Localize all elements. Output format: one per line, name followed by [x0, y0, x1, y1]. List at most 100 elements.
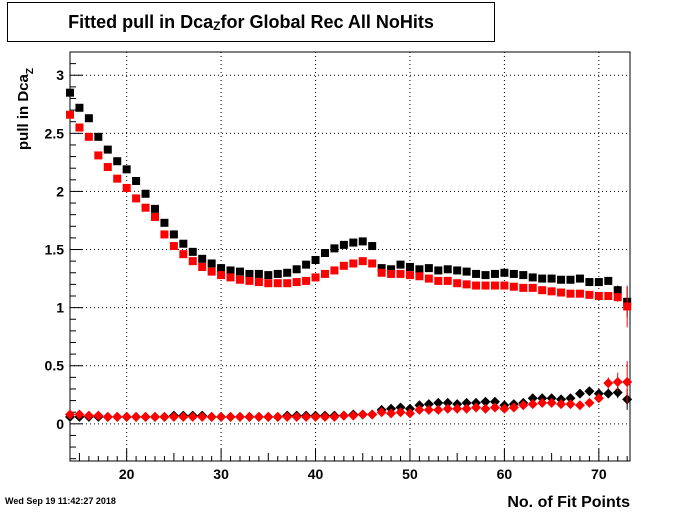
data-point-square	[566, 275, 575, 284]
data-point-diamond	[253, 411, 264, 422]
y-tick-label: 0	[56, 416, 64, 432]
data-point-diamond	[433, 397, 444, 408]
data-point-diamond	[310, 411, 321, 422]
data-point-diamond	[197, 411, 208, 422]
axis-ticks	[69, 63, 628, 461]
data-point-square	[585, 290, 594, 299]
data-point-square	[349, 238, 358, 247]
data-point-square	[264, 279, 273, 288]
data-point-square	[424, 274, 433, 283]
data-point-square	[585, 278, 594, 287]
x-tick-label: 50	[402, 466, 418, 482]
data-point-diamond	[603, 388, 614, 399]
data-point-square	[226, 266, 235, 275]
data-point-diamond	[102, 411, 113, 422]
data-point-diamond	[480, 403, 491, 414]
data-point-square	[434, 266, 443, 275]
data-point-square	[613, 293, 622, 302]
data-point-diamond	[159, 411, 170, 422]
data-point-diamond	[140, 411, 151, 422]
data-point-diamond	[433, 404, 444, 415]
data-point-square	[472, 269, 481, 278]
data-point-square	[245, 276, 254, 285]
data-point-diamond	[348, 410, 359, 421]
data-point-diamond	[480, 396, 491, 407]
data-point-square	[613, 286, 622, 295]
data-point-square	[490, 269, 499, 278]
data-point-diamond	[178, 411, 189, 422]
data-point-square	[377, 264, 386, 273]
data-point-square	[198, 262, 207, 271]
data-point-diamond	[414, 404, 425, 415]
data-point-diamond	[489, 396, 500, 407]
data-point-square	[188, 257, 197, 266]
data-point-diamond	[518, 400, 529, 411]
data-point-diamond	[234, 411, 245, 422]
data-point-square	[424, 264, 433, 273]
data-point-diamond	[499, 403, 510, 414]
data-point-square	[557, 288, 566, 297]
data-point-square	[604, 292, 613, 301]
data-point-square	[519, 271, 528, 280]
data-point-square	[292, 265, 301, 274]
data-point-diamond	[423, 404, 434, 415]
data-point-square	[179, 239, 188, 248]
x-axis-label: No. of Fit Points	[507, 494, 630, 511]
data-point-square	[330, 244, 339, 253]
data-point-square	[396, 260, 405, 269]
data-point-square	[368, 242, 377, 251]
data-point-square	[368, 259, 377, 268]
data-point-square	[141, 203, 150, 212]
data-point-square	[566, 289, 575, 298]
data-point-diamond	[471, 402, 482, 413]
data-point-diamond	[272, 411, 283, 422]
data-point-square	[179, 250, 188, 259]
data-point-diamond	[216, 411, 227, 422]
data-point-square	[103, 163, 112, 172]
data-point-square	[453, 266, 462, 275]
data-point-square	[405, 262, 414, 271]
data-point-diamond	[584, 397, 595, 408]
data-series-1	[66, 110, 632, 328]
data-marks	[65, 88, 633, 422]
chart-title: Fitted pull in Dca Z for Global Rec All N…	[7, 2, 495, 42]
data-point-square	[198, 254, 207, 263]
data-point-diamond	[395, 407, 406, 418]
data-point-square	[453, 279, 462, 288]
data-point-diamond	[93, 410, 104, 421]
data-point-diamond	[556, 399, 567, 410]
data-point-diamond	[376, 407, 387, 418]
data-point-square	[358, 257, 367, 266]
y-tick-label: 1.5	[45, 242, 65, 258]
data-point-diamond	[404, 408, 415, 419]
data-point-square	[528, 273, 537, 282]
data-point-square	[547, 287, 556, 296]
data-point-diamond	[527, 399, 538, 410]
data-point-square	[396, 269, 405, 278]
data-point-square	[122, 165, 131, 174]
data-point-square	[462, 280, 471, 289]
y-axis-label-sub: Z	[25, 68, 36, 74]
x-tick-label: 30	[213, 466, 229, 482]
data-point-square	[217, 264, 226, 273]
data-point-square	[273, 279, 282, 288]
data-point-square	[594, 278, 603, 287]
y-tick-label: 1	[56, 300, 64, 316]
data-point-square	[75, 123, 84, 132]
data-point-square	[254, 269, 263, 278]
data-point-square	[339, 240, 348, 249]
data-point-diamond	[565, 399, 576, 410]
data-point-square	[113, 157, 122, 166]
y-tick-label: 2.5	[45, 125, 65, 141]
data-point-square	[160, 218, 169, 227]
data-point-diamond	[121, 411, 132, 422]
data-point-diamond	[301, 411, 312, 422]
data-point-square	[509, 282, 518, 291]
data-point-diamond	[452, 403, 463, 414]
data-point-square	[302, 260, 311, 269]
data-point-square	[575, 289, 584, 298]
x-tick-label: 40	[308, 466, 324, 482]
data-point-square	[132, 194, 141, 203]
data-point-diamond	[461, 397, 472, 408]
data-point-square	[103, 145, 112, 154]
